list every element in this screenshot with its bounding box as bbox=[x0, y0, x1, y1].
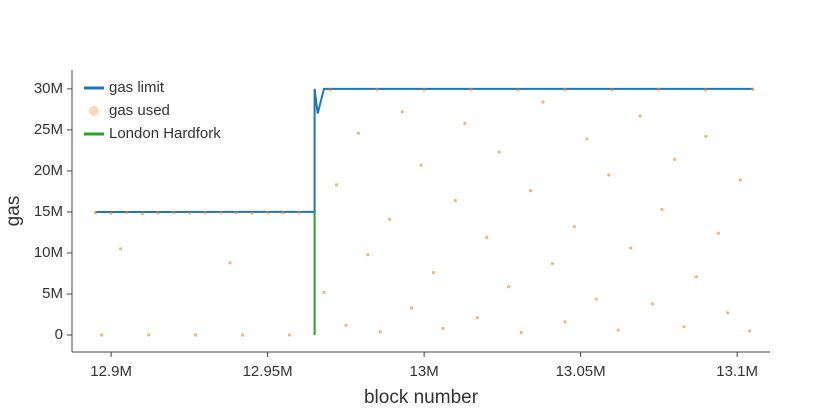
scatter-point bbox=[100, 333, 104, 337]
scatter-point bbox=[297, 210, 301, 214]
x-tick-label: 13M bbox=[410, 363, 439, 380]
scatter-point bbox=[147, 333, 151, 337]
y-tick-label: 10M bbox=[34, 244, 63, 261]
scatter-point bbox=[172, 210, 176, 214]
scatter-point bbox=[431, 271, 436, 275]
scatter-point bbox=[726, 311, 730, 315]
scatter-point bbox=[388, 217, 392, 221]
scatter-point bbox=[716, 231, 720, 235]
scatter-point bbox=[281, 211, 285, 215]
scatter-point bbox=[572, 225, 576, 229]
scatter-point bbox=[629, 246, 633, 250]
scatter-point bbox=[497, 150, 501, 154]
scatter-point bbox=[125, 210, 129, 214]
scatter-point bbox=[328, 88, 332, 92]
scatter-point bbox=[657, 87, 661, 91]
x-tick-label: 12.95M bbox=[243, 363, 293, 380]
scatter-point bbox=[485, 235, 489, 239]
scatter-point bbox=[682, 325, 686, 329]
scatter-point bbox=[422, 88, 426, 92]
scatter-point bbox=[322, 290, 326, 294]
x-tick-label: 12.9M bbox=[90, 363, 132, 380]
scatter-point bbox=[751, 87, 755, 91]
y-tick-label: 0 bbox=[55, 326, 63, 343]
x-axis-label: block number bbox=[364, 387, 479, 408]
scatter-point bbox=[375, 87, 379, 91]
scatter-point bbox=[638, 114, 642, 118]
scatter-point bbox=[250, 211, 254, 215]
scatter-point bbox=[441, 326, 445, 331]
scatter-point bbox=[660, 207, 664, 212]
scatter-point bbox=[610, 88, 614, 92]
y-tick-label: 5M bbox=[42, 285, 63, 302]
scatter-point bbox=[704, 88, 708, 92]
scatter-point bbox=[234, 211, 238, 215]
scatter-point bbox=[585, 137, 589, 141]
x-tick-label: 13.1M bbox=[716, 363, 758, 380]
scatter-point bbox=[356, 131, 360, 135]
legend-label: gas limit bbox=[109, 79, 165, 96]
scatter-point bbox=[156, 211, 160, 215]
scatter-point bbox=[366, 253, 370, 257]
scatter-point bbox=[109, 211, 113, 215]
scatter-point bbox=[519, 330, 523, 335]
legend-marker bbox=[89, 106, 99, 116]
scatter-point bbox=[140, 211, 145, 216]
scatter-point bbox=[594, 297, 598, 301]
scatter-point bbox=[287, 333, 292, 337]
scatter-point bbox=[704, 134, 708, 139]
series-line bbox=[95, 87, 753, 213]
scatter-point bbox=[607, 173, 611, 177]
y-tick-label: 25M bbox=[34, 121, 63, 138]
scatter-point bbox=[563, 87, 567, 91]
scatter-point bbox=[748, 329, 752, 333]
scatter-point bbox=[240, 333, 245, 337]
x-tick-label: 13.05M bbox=[556, 363, 606, 380]
scatter-point bbox=[453, 198, 458, 203]
scatter-point bbox=[528, 189, 533, 193]
scatter-point bbox=[616, 328, 620, 332]
scatter-point bbox=[563, 320, 567, 324]
scatter-point bbox=[541, 100, 545, 104]
legend-label: London Hardfork bbox=[109, 125, 221, 142]
scatter-point bbox=[334, 183, 339, 187]
scatter-point bbox=[203, 211, 207, 215]
scatter-point bbox=[672, 157, 677, 162]
scatter-point bbox=[400, 110, 404, 114]
scatter-point bbox=[469, 87, 473, 91]
scatter-point bbox=[187, 211, 191, 215]
scatter-point bbox=[118, 247, 123, 251]
y-tick-label: 20M bbox=[34, 162, 63, 179]
scatter-point bbox=[694, 275, 699, 279]
scatter-point bbox=[344, 323, 348, 327]
legend-label: gas used bbox=[109, 102, 170, 119]
scatter-point bbox=[93, 211, 98, 215]
scatter-point bbox=[463, 121, 467, 125]
y-tick-label: 30M bbox=[34, 80, 63, 97]
scatter-point bbox=[651, 302, 655, 306]
scatter-point bbox=[419, 163, 423, 167]
scatter-point bbox=[410, 306, 414, 310]
scatter-point bbox=[475, 316, 479, 320]
scatter-point bbox=[219, 210, 223, 214]
y-axis-label: gas bbox=[3, 196, 24, 227]
scatter-point bbox=[516, 88, 520, 92]
y-tick-label: 15M bbox=[34, 203, 63, 220]
scatter-point bbox=[266, 210, 270, 214]
scatter-point bbox=[228, 261, 232, 265]
scatter-point bbox=[550, 262, 555, 266]
scatter-point bbox=[378, 330, 382, 334]
scatter-point bbox=[738, 178, 742, 182]
scatter-point bbox=[194, 333, 198, 337]
scatter-point bbox=[507, 285, 511, 289]
